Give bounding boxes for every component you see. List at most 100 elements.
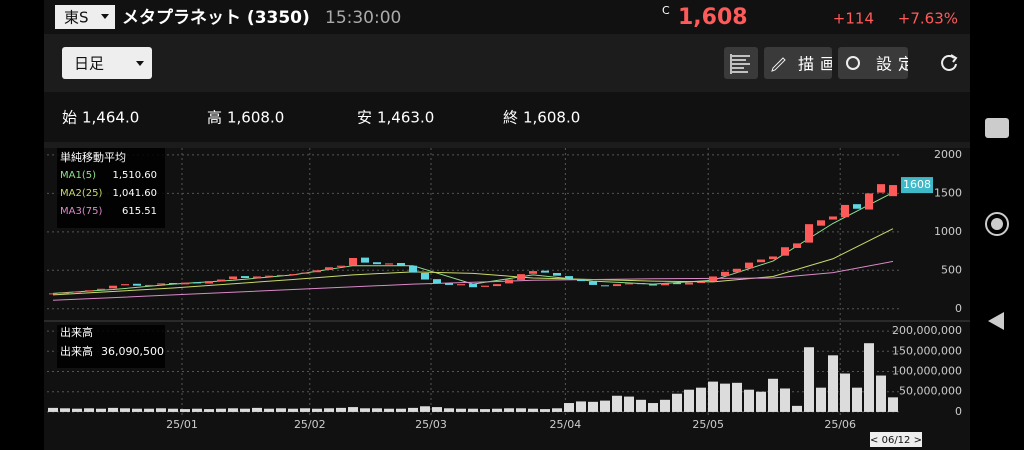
y-tick-label: 0 <box>955 302 962 315</box>
candle <box>301 272 309 274</box>
volume-bar <box>684 389 694 412</box>
candle <box>157 283 165 285</box>
volume-bar <box>672 393 682 412</box>
ohlc-label: 終 <box>503 109 518 127</box>
candle <box>457 284 465 286</box>
volume-bar <box>588 401 598 412</box>
candle <box>553 273 561 276</box>
candle <box>637 283 645 285</box>
volume-bar <box>432 407 442 412</box>
candle <box>697 281 705 283</box>
volume-bar <box>312 408 322 412</box>
price: 1,608 <box>678 5 748 30</box>
volume-tick-label: 200,000,000 <box>892 324 962 337</box>
stock-name: メタプラネット (3350) <box>122 7 310 28</box>
ma-legend-value: 615.51 <box>122 206 157 217</box>
ma-line <box>52 228 894 296</box>
x-tick-label: 25/05 <box>692 418 724 431</box>
candle <box>169 283 177 285</box>
date-badge-bg[interactable] <box>870 432 922 447</box>
candle <box>145 284 153 287</box>
dropdown-arrow <box>101 14 109 19</box>
candle <box>505 279 513 284</box>
volume-bar <box>168 408 178 412</box>
last-price-label: 1608 <box>903 178 931 191</box>
ma-legend-value: 1,510.60 <box>112 170 157 181</box>
draw-button[interactable]: 描画 <box>764 47 842 79</box>
volume-bar <box>600 400 610 412</box>
exchange: 東S <box>64 9 89 27</box>
nav-home-ring[interactable] <box>985 212 1009 236</box>
candle <box>589 281 597 285</box>
candle <box>661 283 669 286</box>
ohlc-value: 1,463.0 <box>377 109 434 127</box>
volume-bar <box>852 387 862 412</box>
candle <box>769 256 777 260</box>
volume-bar <box>576 401 586 412</box>
indicator-button[interactable] <box>724 47 758 79</box>
candle <box>253 276 261 279</box>
candle <box>61 292 69 294</box>
candle <box>265 275 273 277</box>
candle <box>73 291 81 293</box>
x-tick-label: 25/02 <box>294 418 326 431</box>
candle <box>469 283 477 288</box>
button-bg <box>764 47 832 79</box>
ohlc-value: 1,464.0 <box>82 109 139 127</box>
candle <box>349 258 357 266</box>
candle <box>517 274 525 280</box>
volume-legend-title: 出来高 <box>60 325 93 339</box>
volume-bar <box>480 409 490 412</box>
nav-back[interactable] <box>988 312 1004 330</box>
candle <box>709 276 717 282</box>
volume-bar <box>744 389 754 412</box>
volume-bar <box>144 408 154 412</box>
chart-bg <box>44 148 970 450</box>
volume-tick-label: 50,000,000 <box>899 385 962 398</box>
candle <box>577 279 585 282</box>
indicator-icon <box>730 54 750 74</box>
period-select[interactable] <box>62 47 152 79</box>
nav-home <box>991 218 1003 230</box>
volume-bar <box>276 408 286 412</box>
candle <box>817 220 825 226</box>
volume-bar <box>204 409 214 412</box>
candle <box>193 282 201 284</box>
refresh-icon[interactable] <box>941 55 957 71</box>
price-prefix: C <box>662 4 670 17</box>
settings-button[interactable]: 設定 <box>838 47 920 79</box>
candle <box>121 284 129 286</box>
volume-bar <box>348 407 358 412</box>
candle <box>313 270 321 273</box>
candle <box>733 268 741 273</box>
volume-bar <box>96 408 106 412</box>
volume-tick-label: 100,000,000 <box>892 365 962 378</box>
nav-recent[interactable] <box>985 118 1009 138</box>
candle <box>481 285 489 287</box>
volume-bar <box>420 406 430 412</box>
x-tick-label: 25/04 <box>550 418 582 431</box>
volume-bar <box>372 408 382 412</box>
volume-bar <box>612 395 622 412</box>
candle <box>829 216 837 220</box>
button-bg <box>838 47 908 79</box>
draw-label: 描画 <box>798 55 842 74</box>
candle <box>421 273 429 280</box>
volume-bar <box>864 343 874 412</box>
change-pct: +7.63% <box>898 10 958 28</box>
volume-bar <box>180 409 190 412</box>
volume-bar <box>732 382 742 412</box>
volume-bar <box>216 408 226 412</box>
candle <box>85 290 93 292</box>
volume-bar <box>252 407 262 412</box>
volume-legend-value: 36,090,500 <box>101 345 164 358</box>
volume-bar <box>240 408 250 412</box>
volume-bar <box>780 388 790 412</box>
volume-bar <box>408 407 418 412</box>
candle <box>493 284 501 287</box>
candle <box>889 185 897 197</box>
y-tick-label: 2000 <box>934 148 962 161</box>
candle <box>409 265 417 273</box>
volume-bar <box>492 408 502 412</box>
volume-bar <box>840 373 850 412</box>
